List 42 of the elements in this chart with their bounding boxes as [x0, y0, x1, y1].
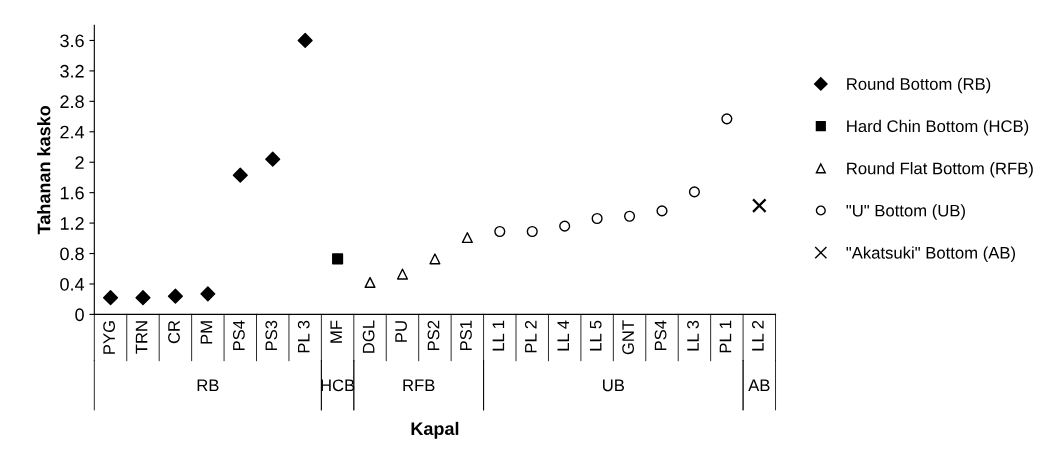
x-tick-label: PS1	[460, 320, 472, 351]
y-tick-label: 2.4	[60, 125, 85, 139]
text: UB	[603, 379, 625, 392]
x-tick-label: LL 3	[687, 320, 699, 351]
x-tick-label: CR	[168, 320, 180, 344]
y-tick-label: 1.2	[60, 217, 84, 230]
legend-label: Round Flat Bottom (RFB)	[847, 162, 1033, 178]
y-tick-label: 0	[75, 308, 84, 322]
text: RB	[197, 379, 219, 392]
legend-label: "U" Bottom (UB)	[846, 204, 965, 220]
x-tick-label: PU	[395, 321, 407, 342]
x-tick-label: PS4	[232, 320, 245, 351]
x-tick-label: PS3	[265, 320, 278, 351]
text: AB	[748, 379, 770, 392]
x-tick-label: LL 5	[589, 320, 602, 351]
x-tick-label: LL 4	[557, 320, 569, 351]
legend-label: Hard Chin Bottom (HCB)	[847, 119, 1029, 136]
x-tick-label: PL 2	[524, 320, 537, 353]
x-tick-label: GNT	[622, 320, 635, 355]
x-tick-label: LL 2	[751, 320, 764, 351]
y-tick-label: 3.2	[60, 64, 84, 78]
y-tick-label: 1.6	[60, 186, 84, 200]
x-tick-label: DGL	[362, 320, 375, 353]
y-axis-title: Tahanan kasko	[37, 105, 51, 235]
x-tick-label: LL 1	[492, 320, 505, 351]
text: RFB	[403, 379, 435, 392]
x-tick-label: PS2	[427, 320, 440, 351]
y-tick-label: 0.4	[60, 277, 85, 291]
x-tick-label: PYG	[103, 321, 116, 354]
legend-label: "Akatsuki" Bottom (AB)	[846, 246, 1015, 262]
x-tick-label: PS4	[654, 320, 667, 351]
x-tick-label: PL 1	[719, 320, 732, 353]
x-tick-label: TRN	[135, 321, 148, 354]
x-tick-label: PL 3	[297, 320, 310, 353]
y-tick-label: 2	[75, 156, 84, 169]
legend-label: Round Bottom (RB)	[847, 77, 991, 94]
x-tick-label: PM	[200, 321, 213, 344]
x-axis-title: Kapal	[411, 421, 459, 439]
y-tick-label: 2.8	[60, 95, 84, 109]
x-tick-label: MF	[330, 320, 342, 343]
y-tick-label: 3.6	[60, 34, 84, 48]
y-tick-label: 0.8	[60, 247, 84, 261]
